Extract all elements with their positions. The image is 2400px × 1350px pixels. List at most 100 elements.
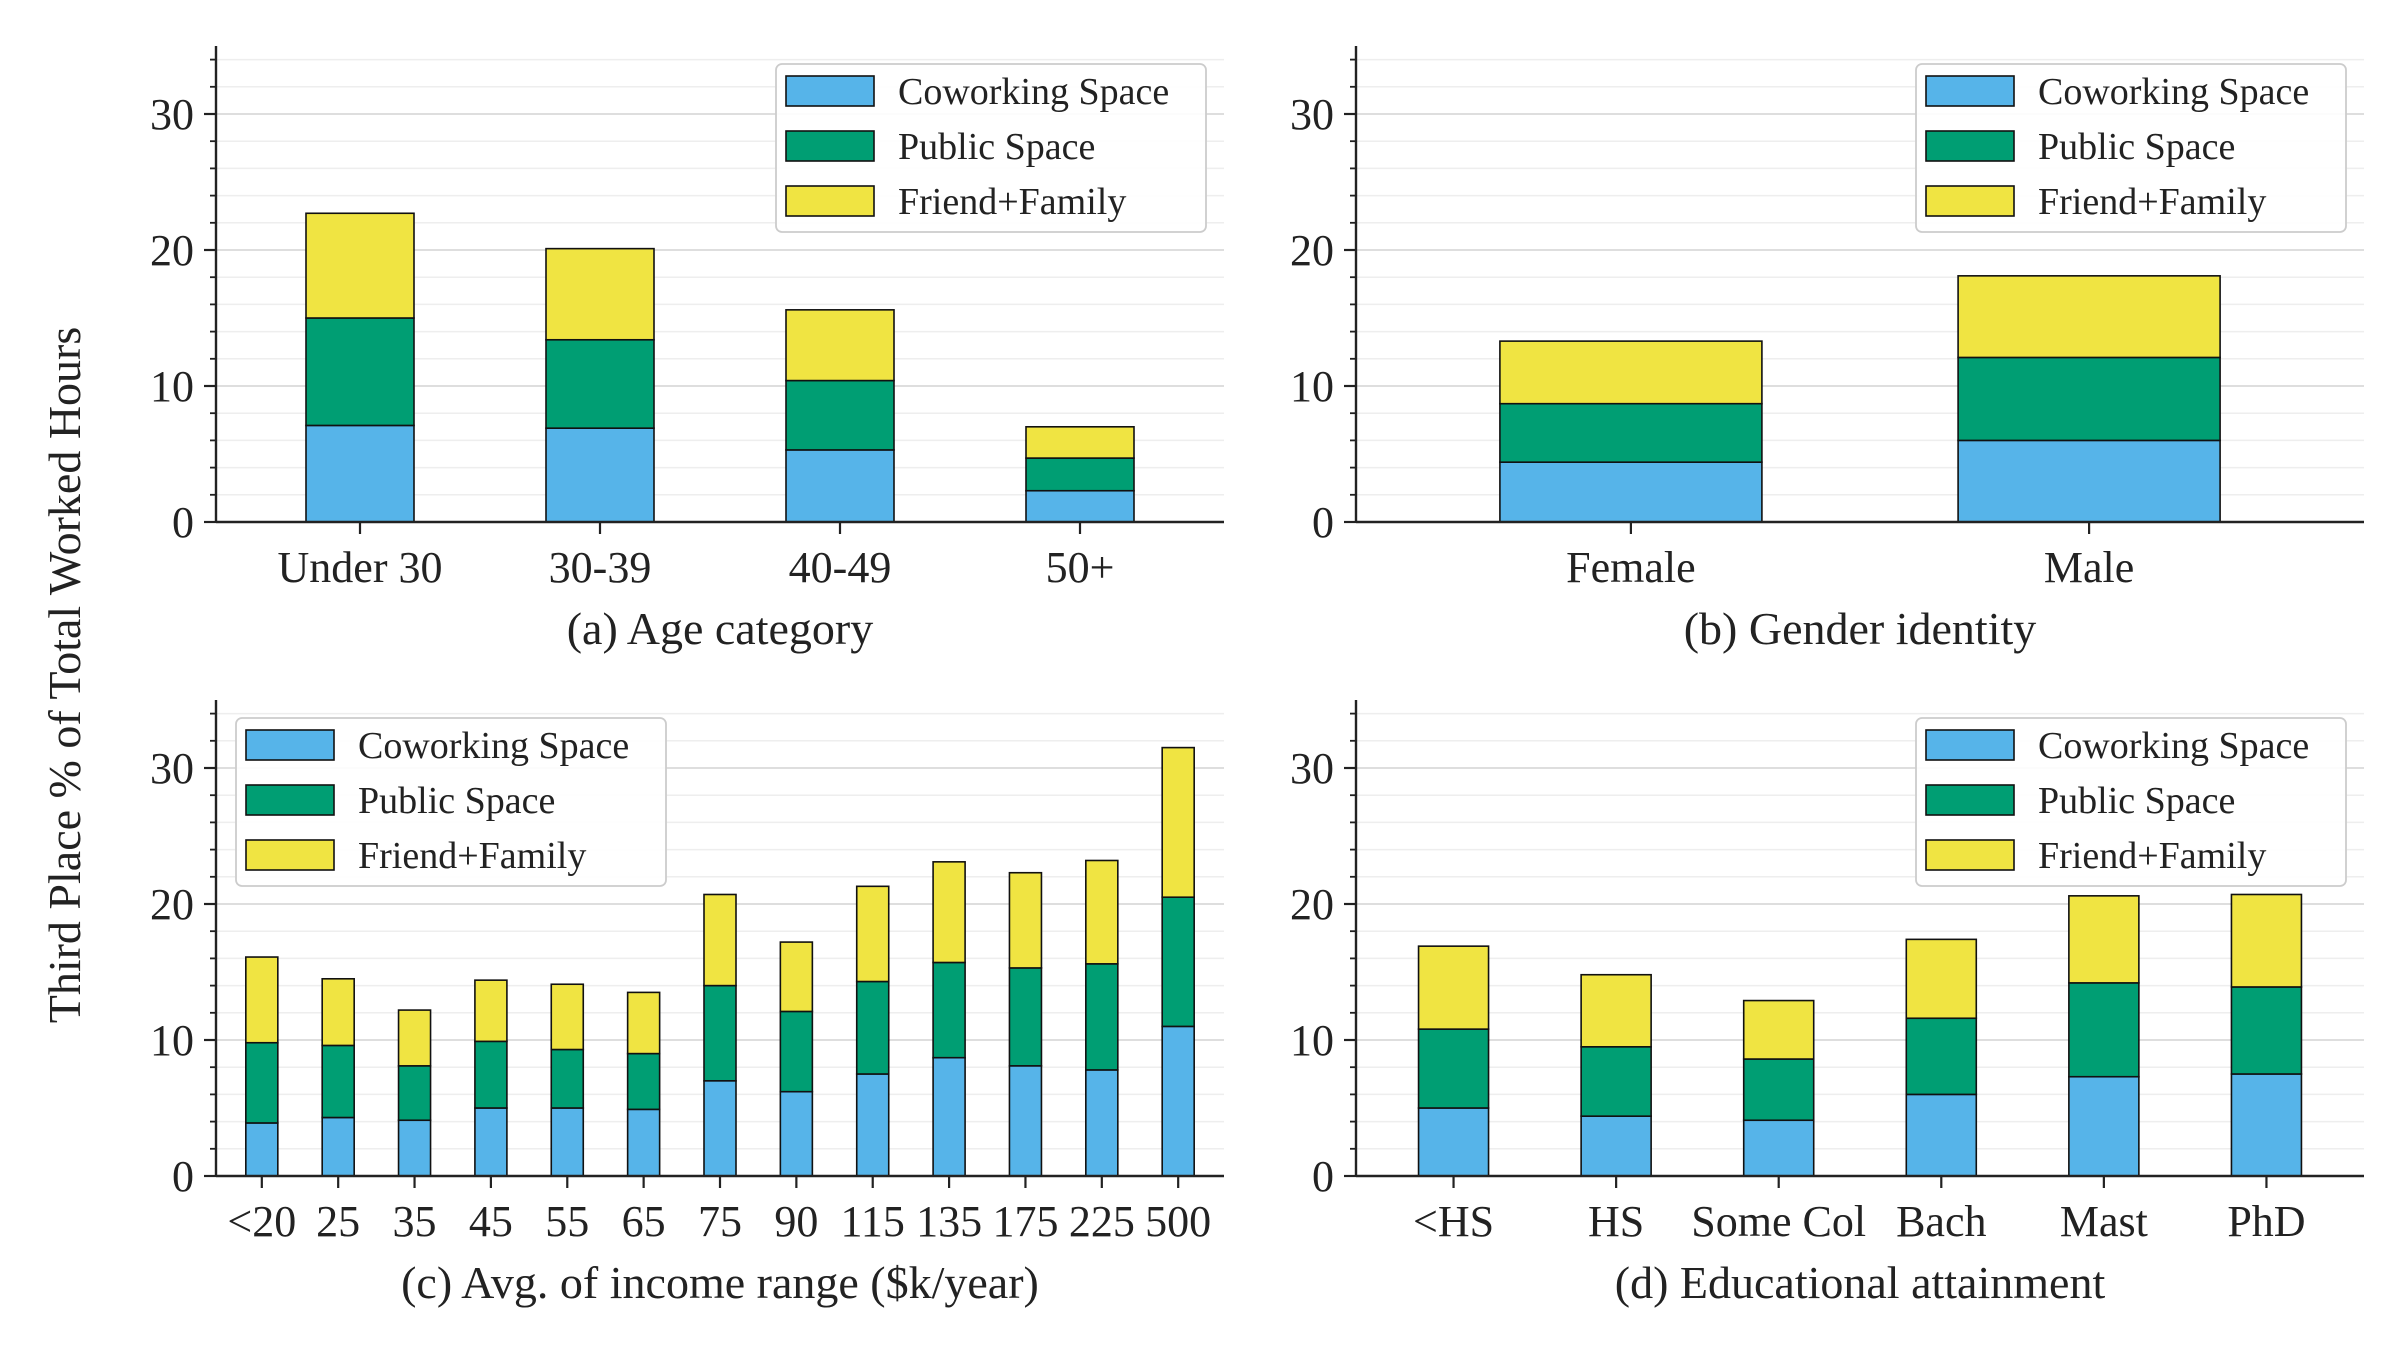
bar-friend-family [855, 885, 890, 983]
bar-friend-family [626, 991, 661, 1055]
panel-title: (a) Age category [567, 603, 874, 654]
y-tick-label: 0 [1312, 1152, 1334, 1201]
legend-label-coworking: Coworking Space [2038, 71, 2309, 113]
bar-public [321, 1044, 355, 1119]
x-tick-label: <20 [227, 1197, 296, 1246]
y-tick-label: 20 [1290, 880, 1334, 929]
bar-coworking [1417, 1107, 1490, 1177]
legend-box [1915, 63, 2347, 233]
bar-friend-family [1161, 746, 1195, 898]
y-tick-label: 20 [1290, 226, 1334, 275]
bar-public [779, 1010, 814, 1093]
bar-coworking [305, 424, 415, 523]
legend-label-friend-family: Friend+Family [358, 835, 586, 877]
y-tick-label: 0 [172, 1152, 194, 1201]
legend-swatch-friend-family [1925, 839, 2015, 871]
panel-gender: 0 10 20 30 Female Male(b) Gender identity Cowo… [1290, 46, 2364, 654]
bar-coworking [1025, 489, 1135, 523]
bar-public [305, 317, 415, 427]
x-tick-label: 50+ [1046, 543, 1115, 592]
y-tick-label: 10 [1290, 1016, 1334, 1065]
legend-label-friend-family: Friend+Family [2038, 181, 2266, 223]
bar-coworking [245, 1122, 279, 1177]
bar-friend-family [1580, 973, 1652, 1048]
bar-public [932, 961, 966, 1059]
bar-coworking [474, 1107, 508, 1177]
bar-friend-family [1499, 340, 1763, 405]
y-tick-label: 30 [150, 744, 194, 793]
bar-public [1742, 1058, 1815, 1122]
bar-public [550, 1048, 585, 1109]
bar-coworking [855, 1073, 890, 1177]
x-tick-label: 115 [841, 1197, 905, 1246]
bar-friend-family [1742, 999, 1815, 1060]
bar-public [2068, 982, 2140, 1078]
x-tick-label: 40-49 [789, 543, 892, 592]
legend-swatch-public [245, 784, 335, 816]
legend-swatch-friend-family [245, 839, 335, 871]
x-tick-label: 75 [698, 1197, 742, 1246]
bar-friend-family [1025, 425, 1135, 459]
legend-label-coworking: Coworking Space [898, 71, 1169, 113]
bar-public [1417, 1028, 1490, 1109]
legend-swatch-friend-family [1925, 185, 2015, 217]
bar-coworking [785, 449, 895, 523]
legend: Coworking Space Public Space Friend+Family [1915, 717, 2347, 887]
y-tick-label: 10 [1290, 362, 1334, 411]
legend-label-coworking: Coworking Space [2038, 725, 2309, 767]
legend-label-public: Public Space [2038, 780, 2235, 822]
legend-swatch-friend-family [785, 185, 875, 217]
panel-age: 0 10 20 30 Under 30 30-39 40-49 50+ (a) Age cate… [150, 46, 1224, 654]
legend-box [775, 63, 1207, 233]
x-tick-label: 25 [316, 1197, 360, 1246]
legend: Coworking Space Public Space Friend+Family [235, 717, 667, 887]
bar-public [245, 1041, 279, 1124]
x-tick-label: 90 [774, 1197, 818, 1246]
legend-swatch-public [1925, 130, 2015, 162]
x-tick-label: 175 [992, 1197, 1058, 1246]
panel-title: (b) Gender identity [1684, 603, 2037, 654]
bar-public [1085, 963, 1119, 1071]
x-tick-label: 55 [545, 1197, 589, 1246]
legend-label-coworking: Coworking Space [358, 725, 629, 767]
bar-friend-family [474, 979, 508, 1043]
y-tick-label: 20 [150, 880, 194, 929]
bar-coworking [2230, 1073, 2303, 1177]
legend-swatch-public [785, 130, 875, 162]
bar-friend-family [1905, 938, 1978, 1020]
y-tick-label: 30 [1290, 90, 1334, 139]
bar-friend-family [703, 893, 737, 987]
bar-coworking [397, 1119, 432, 1177]
bar-coworking [779, 1090, 814, 1177]
x-tick-label: 65 [622, 1197, 666, 1246]
bar-coworking [626, 1108, 661, 1177]
x-tick-label: HS [1588, 1197, 1644, 1246]
panel-income: 0 10 20 30 <20 25 35 45 55 65 75 90 115 135 175 225 500 (… [150, 700, 1224, 1308]
legend: Coworking Space Public Space Friend+Family [1915, 63, 2347, 233]
bar-public [1957, 356, 2221, 442]
bar-friend-family [545, 247, 655, 341]
panel-title: (d) Educational attainment [1615, 1257, 2106, 1308]
bar-coworking [1742, 1119, 1815, 1177]
bar-coworking [1499, 461, 1763, 523]
legend: Coworking Space Public Space Friend+Family [775, 63, 1207, 233]
bar-coworking [321, 1116, 355, 1177]
bar-coworking [550, 1107, 585, 1177]
y-tick-label: 20 [150, 226, 194, 275]
bar-public [1025, 457, 1135, 492]
x-tick-label: Under 30 [278, 543, 443, 592]
x-tick-label: Some Col [1691, 1197, 1866, 1246]
x-tick-label: Bach [1896, 1197, 1986, 1246]
bar-public [474, 1040, 508, 1109]
bar-coworking [1161, 1025, 1195, 1177]
bar-public [1161, 896, 1195, 1028]
bar-public [2230, 986, 2303, 1075]
bar-friend-family [321, 977, 355, 1047]
bar-friend-family [1085, 859, 1119, 965]
bar-friend-family [550, 983, 585, 1051]
bar-coworking [1008, 1065, 1043, 1177]
bar-friend-family [245, 956, 279, 1044]
legend-label-friend-family: Friend+Family [898, 181, 1126, 223]
legend-swatch-coworking [785, 75, 875, 107]
